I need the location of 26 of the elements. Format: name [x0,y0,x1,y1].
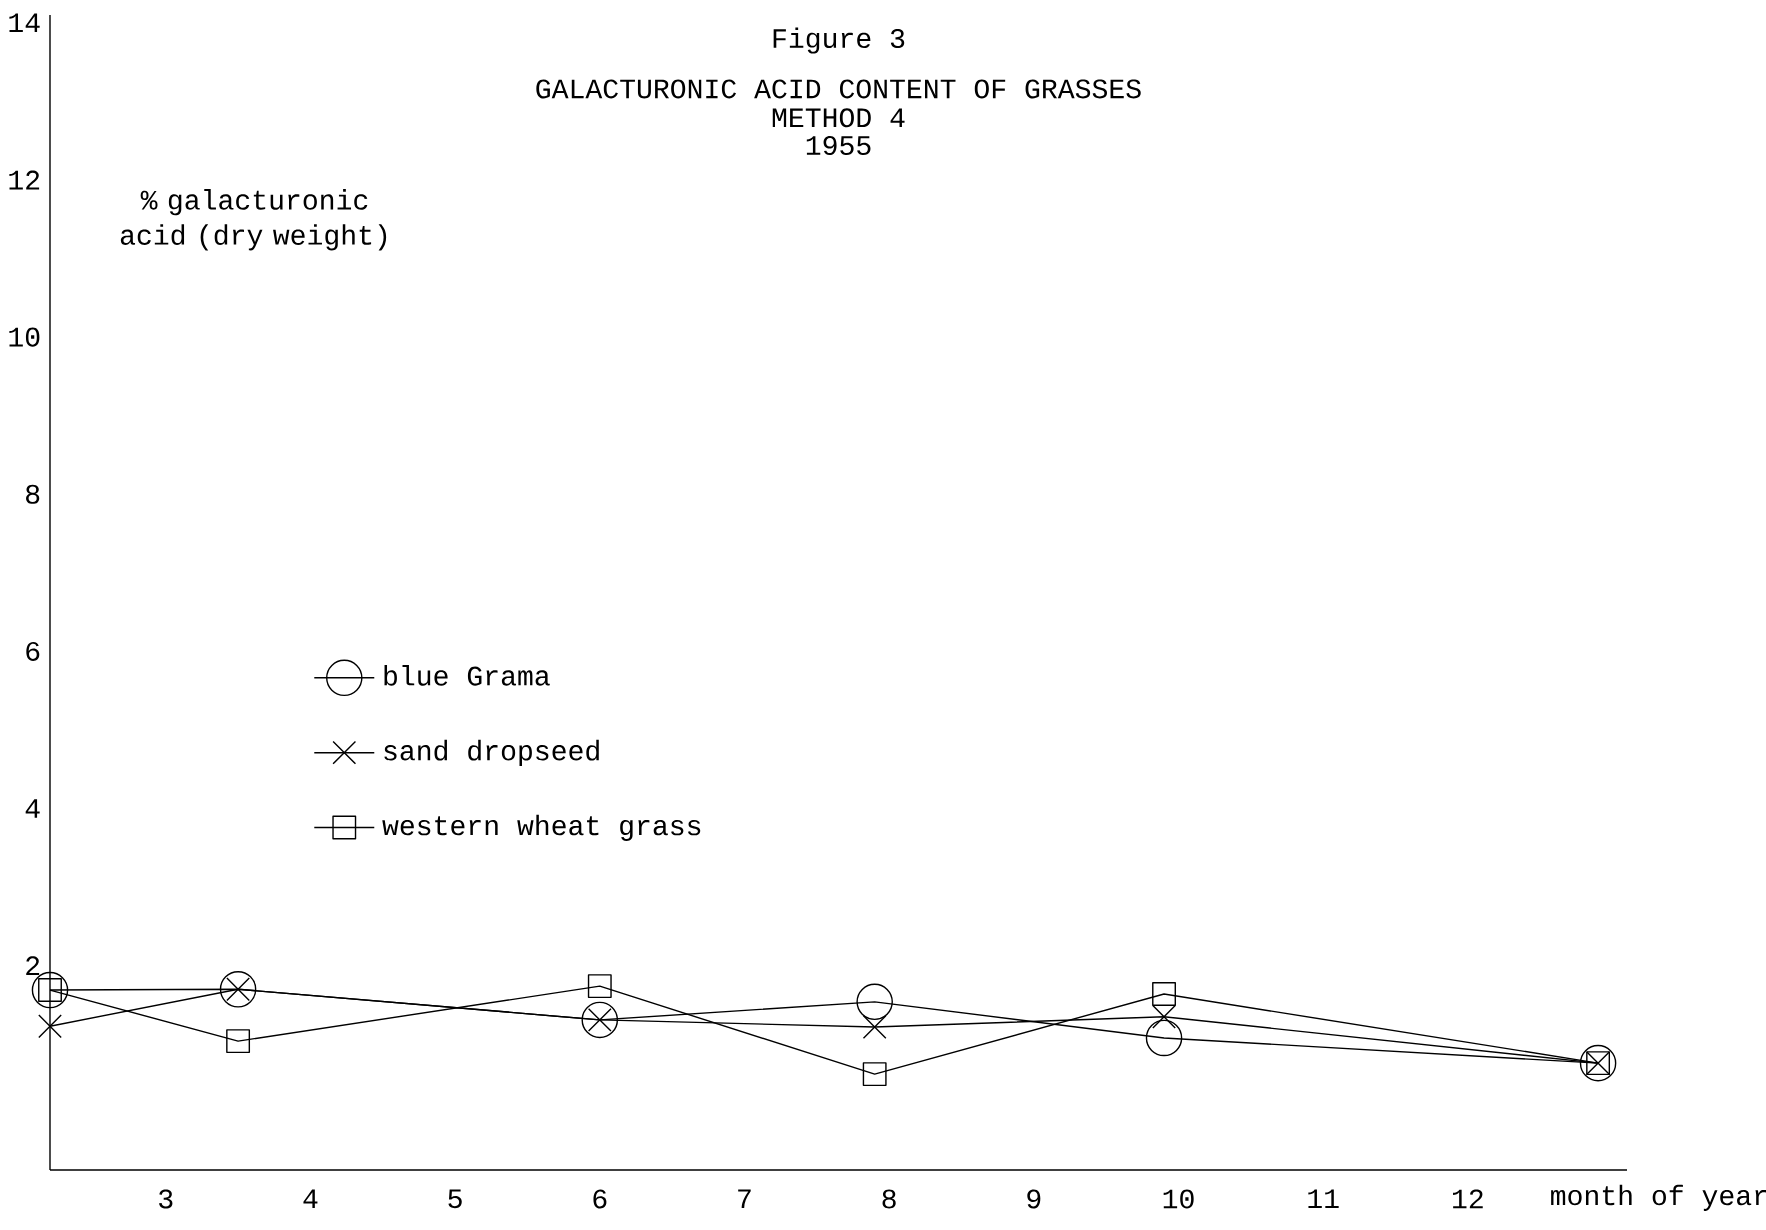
y-tick-label: 6 [26,641,40,661]
chart-title: Figure 3 [773,27,905,54]
y-tick-label: 10 [9,327,40,347]
x-tick-label: 8 [882,1189,896,1209]
x-tick-label: 5 [448,1189,462,1209]
x-tick-label: 10 [1163,1189,1194,1209]
x-tick-label: 3 [159,1189,173,1209]
y-tick-label: 8 [26,484,40,504]
x-tick-label: 4 [303,1189,318,1208]
text: GALACTURONIC ACID CONTENT OF GRASSES [536,79,1141,99]
x-tick-label: 6 [593,1189,607,1209]
x-tick-label: 12 [1453,1189,1483,1209]
y-tick-label: 2 [26,956,40,976]
x-axis-title: month of year [1551,1184,1766,1211]
legend-label: sand dropseed [384,739,599,767]
legend-label: western wheat grass [382,814,701,841]
y-tick-label: 4 [25,799,40,818]
x-tick-label: 11 [1308,1189,1339,1208]
x-tick-label: 7 [738,1189,751,1208]
annotation: 1955 [806,135,871,156]
y-axis-title: % galacturonic acid (dry weight) [120,189,387,251]
legend-label: blue Grama [384,664,550,686]
x-tick-label: 9 [1027,1189,1041,1209]
y-tick-label: 12 [9,170,40,190]
annotation: METHOD 4 [772,108,905,128]
y-tick-label: 14 [9,13,40,33]
